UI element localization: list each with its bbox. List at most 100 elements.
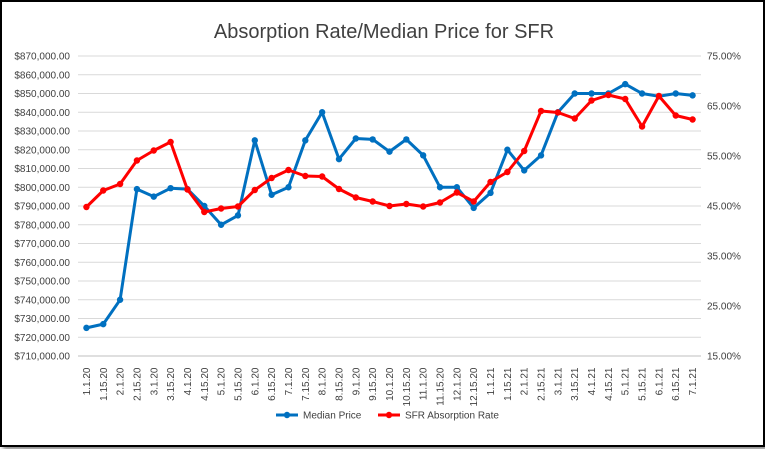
x-tick-label: 1.1.20 [82, 367, 93, 395]
x-tick-label: 5.1.21 [621, 367, 632, 395]
right-tick-label: 25.00% [707, 302, 741, 313]
data-point [571, 115, 578, 122]
data-point [352, 194, 360, 201]
left-tick-label: $760,000.00 [14, 258, 70, 269]
data-point [167, 138, 174, 146]
series-lines [83, 80, 696, 332]
x-tick-label: 7.1.20 [284, 367, 295, 395]
data-point [403, 136, 410, 143]
x-tick-label: 2.15.21 [537, 367, 548, 401]
data-point [470, 198, 477, 205]
data-point [504, 146, 511, 153]
x-tick-label: 6.1.21 [654, 367, 665, 395]
data-point [234, 203, 242, 210]
series-absorption-rate [83, 91, 696, 216]
left-y-axis: $710,000.00 $720,000.00 $730,000.00 $740,00… [14, 52, 70, 363]
right-tick-label: 15.00% [707, 352, 741, 363]
data-point [622, 80, 629, 88]
x-tick-label: 1.15.20 [99, 367, 110, 401]
data-point [453, 184, 461, 191]
data-point [622, 95, 629, 103]
data-point [638, 90, 646, 97]
data-point [285, 166, 292, 174]
x-tick-label: 5.15.20 [233, 367, 244, 401]
data-point [335, 155, 343, 163]
left-tick-label: $750,000.00 [14, 277, 70, 288]
data-point [318, 173, 326, 180]
data-point [83, 203, 90, 211]
left-tick-label: $810,000.00 [14, 164, 70, 175]
data-point [116, 180, 124, 188]
right-tick-label: 45.00% [707, 202, 741, 213]
data-point [588, 97, 595, 104]
data-point [251, 186, 258, 194]
data-point [672, 90, 679, 97]
x-tick-label: 12.15.20 [469, 367, 480, 406]
data-point [318, 109, 326, 116]
x-tick-label: 9.15.20 [368, 367, 379, 401]
right-tick-label: 65.00% [707, 102, 741, 113]
data-point [100, 320, 107, 328]
x-axis: 1.1.20 1.15.20 2.1.20 2.15.20 3.1.20 3.15.20 4… [78, 355, 701, 406]
x-tick-label: 6.15.20 [267, 367, 278, 401]
data-point [672, 112, 679, 119]
data-point [386, 202, 393, 210]
x-tick-label: 5.15.21 [638, 367, 649, 401]
x-tick-label: 12.1.20 [452, 367, 463, 401]
data-point [504, 168, 511, 176]
x-tick-label: 8.1.20 [318, 367, 329, 395]
x-tick-label: 4.15.21 [604, 367, 615, 401]
data-point [83, 324, 90, 332]
data-point [419, 152, 427, 159]
data-point [201, 208, 208, 216]
left-tick-label: $840,000.00 [14, 108, 70, 119]
left-tick-label: $830,000.00 [14, 127, 70, 138]
legend-marker [385, 411, 393, 419]
legend-item-absorption-rate: SFR Absorption Rate [378, 411, 499, 422]
data-point [268, 191, 275, 198]
data-point [302, 172, 309, 180]
x-tick-label: 7.15.20 [301, 367, 312, 401]
data-point [554, 109, 562, 116]
data-point [133, 185, 141, 193]
data-point [571, 90, 578, 97]
x-tick-label: 11.1.20 [419, 367, 430, 400]
x-tick-label: 10.1.20 [385, 367, 396, 401]
x-tick-label: 7.1.21 [688, 367, 699, 395]
data-point [638, 123, 646, 130]
data-point [217, 221, 225, 228]
data-point [302, 137, 309, 144]
x-tick-label: 6.15.21 [671, 367, 682, 401]
gridlines [78, 55, 701, 357]
data-point [521, 167, 528, 174]
data-point [487, 178, 494, 186]
left-tick-label: $740,000.00 [14, 295, 70, 306]
data-point [184, 186, 191, 193]
data-point [335, 185, 343, 193]
data-point [369, 136, 376, 143]
data-point [689, 116, 696, 123]
x-tick-label: 4.1.21 [587, 367, 598, 395]
chart-title: Absorption Rate/Median Price for SFR [214, 21, 554, 43]
legend: Median Price SFR Absorption Rate [276, 411, 499, 422]
x-tick-label: 1.1.21 [486, 367, 497, 395]
data-point [655, 92, 663, 100]
left-tick-label: $770,000.00 [14, 239, 70, 250]
x-tick-label: 1.15.21 [503, 367, 514, 401]
left-tick-label: $870,000.00 [14, 52, 70, 63]
x-tick-label: 2.1.21 [520, 367, 531, 395]
data-point [116, 296, 124, 303]
left-tick-label: $820,000.00 [14, 145, 70, 156]
data-point [352, 135, 360, 142]
data-point [251, 137, 258, 144]
data-point [369, 198, 376, 205]
data-point [234, 212, 242, 219]
data-point [537, 152, 545, 159]
legend-item-median-price: Median Price [276, 411, 362, 422]
data-point [150, 147, 157, 154]
data-point [285, 184, 292, 191]
data-point [487, 189, 494, 197]
data-point [436, 184, 444, 191]
x-tick-label: 3.1.20 [149, 367, 160, 395]
